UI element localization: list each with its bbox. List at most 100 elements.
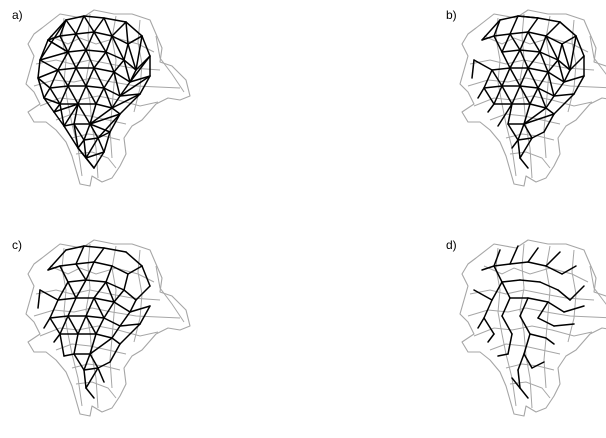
network-edge: [63, 123, 75, 127]
network-edge: [119, 323, 141, 345]
network-edge: [501, 51, 511, 69]
network-edge: [527, 67, 549, 73]
network-edge: [129, 75, 151, 83]
district-boundary: [489, 113, 561, 125]
network-edge: [89, 123, 111, 133]
network-edge: [39, 289, 59, 301]
network-edge: [83, 137, 99, 141]
network-edge: [493, 35, 503, 53]
network-edge: [511, 377, 521, 389]
network-edge: [57, 51, 69, 71]
network-edge: [545, 35, 563, 45]
network-edge: [113, 301, 131, 313]
network-edge: [89, 123, 99, 139]
network-edge: [499, 15, 519, 21]
network-edge: [113, 71, 131, 83]
network-edge: [523, 103, 531, 125]
network-edge: [47, 265, 61, 271]
network-edge: [85, 85, 97, 105]
district-boundary: [155, 35, 185, 93]
network-edge: [59, 315, 69, 335]
network-edge: [93, 51, 107, 69]
network-edge: [93, 67, 115, 73]
network-edge: [95, 103, 113, 109]
network-edge: [519, 157, 529, 169]
network-edge: [509, 49, 521, 69]
network-edge: [123, 273, 129, 291]
network-edge: [59, 263, 77, 267]
network-edge: [509, 245, 519, 265]
network-edge: [507, 123, 519, 141]
network-edge: [497, 103, 513, 127]
network-edge: [563, 75, 585, 83]
network-edge: [561, 265, 577, 275]
district-boundary: [467, 307, 606, 319]
network-edge: [63, 353, 75, 357]
network-edge: [109, 343, 121, 363]
network-edge: [537, 317, 555, 327]
network-edge: [85, 387, 95, 399]
network-edge: [97, 113, 121, 139]
panel-b-map: [459, 9, 606, 187]
network-edge: [37, 77, 45, 99]
network-edge: [547, 301, 565, 313]
network-edge: [123, 59, 131, 83]
network-edge: [557, 59, 565, 83]
network-edge: [67, 279, 87, 283]
network-edge: [37, 69, 59, 79]
network-edge: [105, 281, 125, 291]
network-edge: [85, 85, 105, 89]
network-edge: [77, 103, 91, 125]
network-edge: [537, 17, 561, 23]
network-edge: [111, 95, 121, 109]
network-edge: [75, 245, 85, 265]
network-edge: [481, 35, 495, 41]
network-edge: [531, 131, 545, 139]
network-edge: [77, 139, 85, 149]
network-edge: [527, 31, 541, 53]
network-edge: [89, 337, 113, 355]
district-boundary: [39, 325, 159, 337]
panel-c-map: [25, 239, 191, 417]
network-edge: [129, 299, 137, 313]
network-edge: [53, 103, 79, 113]
panel-b-label: b): [446, 8, 457, 22]
panel-a-map: [25, 9, 191, 187]
network-edge: [83, 123, 91, 141]
panel-d-map: [459, 239, 606, 417]
network-edge: [135, 35, 143, 71]
network-edge: [539, 51, 549, 73]
network-edge: [497, 353, 509, 357]
network-edge: [85, 49, 95, 69]
network-edge: [471, 59, 475, 79]
network-edge: [43, 317, 51, 329]
network-edge: [67, 51, 77, 69]
network-edge: [49, 69, 59, 89]
district-boundary: [489, 343, 561, 355]
network-edge: [537, 87, 555, 97]
network-edge: [85, 261, 95, 281]
network-edge: [93, 31, 107, 53]
network-edge: [501, 49, 521, 53]
network-edge: [527, 51, 541, 69]
network-edge: [139, 75, 151, 95]
network-edge: [517, 353, 525, 371]
network-edge: [125, 251, 143, 267]
network-edge: [75, 49, 87, 69]
network-edge: [519, 137, 533, 159]
network-edge: [75, 33, 87, 51]
network-edge: [527, 261, 547, 267]
network-edge: [125, 21, 129, 45]
district-boundary: [473, 95, 593, 107]
network-edge: [553, 93, 575, 115]
network-edge: [519, 315, 531, 335]
network-edge: [93, 297, 115, 303]
network-edge: [73, 123, 79, 149]
network-edge: [73, 123, 85, 141]
network-edge: [119, 93, 141, 97]
network-edge: [75, 31, 95, 35]
network-edge: [57, 281, 69, 301]
network-edge: [83, 15, 105, 19]
network-edge: [83, 15, 95, 33]
network-edge: [85, 31, 95, 51]
